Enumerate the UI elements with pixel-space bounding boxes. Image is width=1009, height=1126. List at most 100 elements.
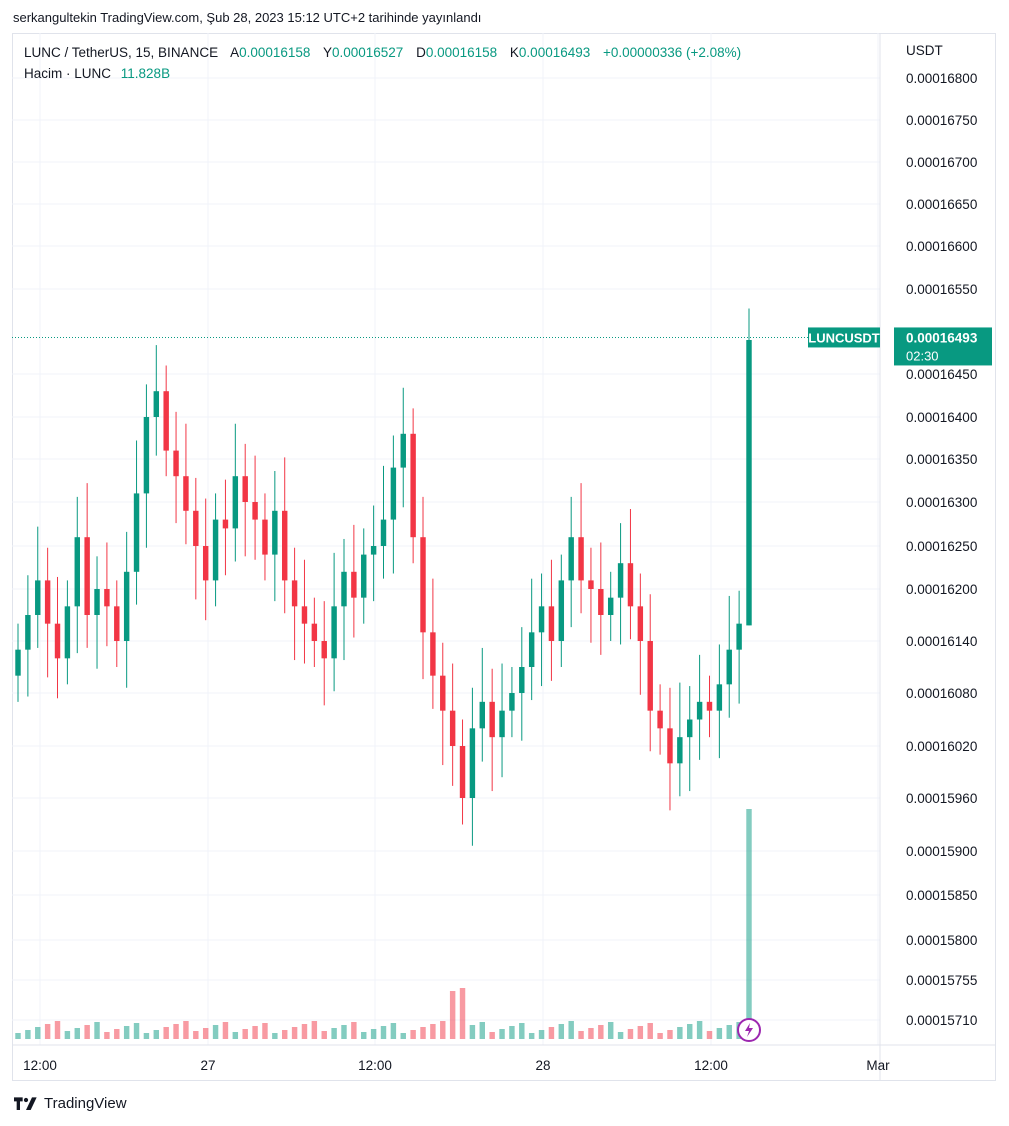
candle-body[interactable] — [341, 571, 347, 607]
candle-body[interactable] — [272, 510, 278, 555]
candle-body[interactable] — [104, 589, 110, 607]
candle-body[interactable] — [538, 606, 545, 633]
candle-body[interactable] — [301, 606, 308, 624]
candle-body[interactable] — [627, 563, 634, 607]
price-tick-label: 0.00016200 — [906, 582, 977, 597]
candle-body[interactable] — [449, 710, 456, 746]
candle-body[interactable] — [54, 623, 61, 659]
candle-body[interactable] — [291, 580, 298, 607]
candle-body[interactable] — [410, 433, 416, 538]
candle-body[interactable] — [123, 571, 130, 641]
candle-body[interactable] — [114, 606, 120, 641]
candle-body[interactable] — [361, 554, 367, 598]
symbol-label[interactable]: LUNC / TetherUS, 15, BINANCE — [24, 45, 219, 60]
candle-body[interactable] — [578, 537, 584, 581]
candle-body[interactable] — [84, 537, 90, 615]
candle-body[interactable] — [558, 580, 565, 641]
volume-bar — [726, 1025, 732, 1039]
price-tick-label: 0.00015960 — [906, 791, 977, 806]
candle-body[interactable] — [598, 589, 604, 615]
candle-body[interactable] — [588, 580, 594, 589]
candle-body[interactable] — [143, 417, 150, 494]
candle-body[interactable] — [64, 606, 71, 659]
volume-bar — [193, 1031, 199, 1039]
candle-body[interactable] — [222, 519, 229, 529]
candle-body[interactable] — [311, 623, 318, 641]
candle-body[interactable] — [696, 701, 703, 720]
candle-body[interactable] — [321, 641, 327, 659]
candle-body[interactable] — [509, 693, 515, 711]
candle-body[interactable] — [331, 606, 337, 659]
candle-body[interactable] — [25, 615, 31, 650]
candle-body[interactable] — [262, 519, 268, 555]
candle-body[interactable] — [617, 563, 624, 598]
candle-body[interactable] — [380, 519, 387, 546]
candle-body[interactable] — [430, 632, 436, 676]
candle-body[interactable] — [736, 623, 742, 650]
candle-body[interactable] — [746, 340, 752, 626]
volume-bar — [479, 1022, 486, 1039]
candle-body[interactable] — [726, 649, 732, 685]
price-tag-value-box[interactable] — [894, 327, 992, 366]
volume-label[interactable]: Hacim · LUNC — [24, 66, 112, 81]
candle-body[interactable] — [400, 433, 406, 468]
candle-body[interactable] — [687, 719, 693, 738]
volume-bar — [321, 1031, 327, 1039]
candle-body[interactable] — [420, 537, 426, 633]
candle-body[interactable] — [637, 606, 644, 641]
candle-body[interactable] — [677, 737, 683, 764]
volume-bar — [153, 1030, 160, 1039]
candle-body[interactable] — [657, 710, 663, 729]
candle-body[interactable] — [133, 493, 140, 572]
candle-body[interactable] — [242, 476, 248, 502]
candle-body[interactable] — [183, 476, 189, 511]
candle-body[interactable] — [281, 510, 288, 581]
candle-body[interactable] — [459, 746, 466, 798]
candle-body[interactable] — [479, 701, 486, 729]
candle-body[interactable] — [202, 546, 209, 581]
candle-body[interactable] — [173, 450, 179, 477]
candle-body[interactable] — [706, 701, 713, 711]
volume-value: 11.828B — [120, 66, 171, 81]
candle-body[interactable] — [499, 710, 505, 738]
volume-bar — [410, 1030, 416, 1039]
candle-body[interactable] — [163, 391, 169, 451]
price-tick-label: 0.00015900 — [906, 844, 977, 859]
candle-body[interactable] — [153, 391, 160, 417]
candle-body[interactable] — [607, 597, 614, 615]
price-tick-label: 0.00016550 — [906, 282, 977, 297]
candle-body[interactable] — [44, 580, 51, 624]
candle-body[interactable] — [716, 684, 723, 711]
volume-bar — [272, 1033, 278, 1039]
candle-body[interactable] — [252, 502, 258, 520]
price-tick-label: 0.00015755 — [906, 973, 977, 988]
volume-bar — [657, 1033, 663, 1039]
price-chart[interactable]: USDT 0.00016800 0.00016750 0.00016700 0.0001… — [12, 33, 996, 1081]
candle-body[interactable] — [548, 606, 555, 641]
candle-body[interactable] — [94, 589, 100, 615]
candle-body[interactable] — [351, 571, 357, 598]
candle-body[interactable] — [469, 728, 476, 798]
candle-body[interactable] — [370, 546, 377, 555]
candle-body[interactable] — [390, 467, 397, 520]
candle-body[interactable] — [440, 675, 446, 711]
candle-body[interactable] — [667, 728, 673, 764]
candle-body[interactable] — [232, 476, 239, 529]
candle-body[interactable] — [647, 641, 653, 711]
candle-body[interactable] — [212, 519, 219, 581]
price-tick-label: 0.00016600 — [906, 239, 977, 254]
volume-bar — [687, 1024, 693, 1039]
candle-body[interactable] — [519, 667, 525, 693]
candle-body[interactable] — [15, 649, 21, 676]
candle-body[interactable] — [35, 580, 41, 615]
volume-bar — [637, 1026, 644, 1039]
volume-bar — [183, 1021, 189, 1039]
tradingview-footer[interactable]: TradingView — [14, 1095, 127, 1112]
time-tick-label: 12:00 — [23, 1058, 57, 1073]
candle-body[interactable] — [528, 632, 535, 667]
candle-body[interactable] — [568, 537, 574, 581]
price-tag-countdown: 02:30 — [906, 348, 939, 363]
candle-body[interactable] — [74, 537, 80, 607]
candle-body[interactable] — [193, 510, 199, 546]
candle-body[interactable] — [489, 701, 495, 738]
